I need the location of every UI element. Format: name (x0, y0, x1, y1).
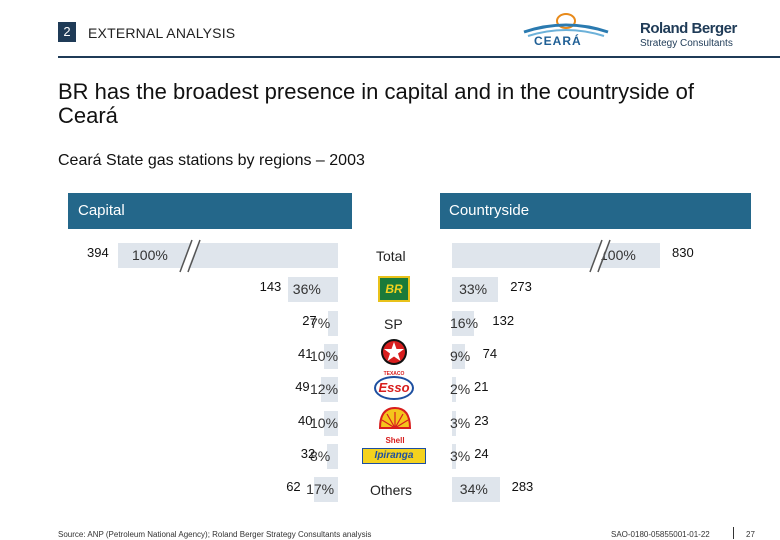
texaco-logo: TEXACO (380, 338, 408, 377)
capital-count-others: 62 (286, 479, 301, 494)
page-number: 27 (746, 530, 755, 539)
capital-bar-ipiranga (326, 444, 338, 469)
countryside-percent-br: 33% (459, 281, 488, 297)
document-code: SAO-0180-05855001-01-22 (611, 530, 710, 539)
capital-percent-total: 100% (132, 247, 168, 263)
countryside-bar-texaco (452, 344, 465, 369)
countryside-bar-sp (452, 311, 475, 336)
countryside-header-label: Countryside (449, 202, 530, 219)
countryside-count-shell: 23 (474, 413, 489, 428)
countryside-percent-texaco: 9% (450, 348, 471, 364)
capital-bar-sp (328, 311, 338, 336)
countryside-bar-total (452, 243, 660, 268)
roland-berger-tagline: Strategy Consultants (640, 38, 733, 49)
countryside-bar-others (452, 477, 500, 502)
ceara-logo: CEARÁ (520, 10, 612, 48)
capital-count-shell: 40 (298, 413, 313, 428)
shell-pecten-icon (378, 406, 412, 429)
countryside-percent-others: 34% (459, 481, 488, 497)
capital-count-texaco: 41 (298, 346, 313, 361)
ceara-sun-icon (523, 13, 609, 37)
source-note: Source: ANP (Petroleum National Agency);… (58, 530, 372, 539)
capital-count-esso: 49 (295, 379, 310, 394)
capital-break-gap (182, 243, 198, 268)
countryside-bar-ipiranga (452, 444, 457, 469)
capital-percent-shell: 10% (310, 415, 339, 431)
capital-count-ipiranga: 32 (300, 446, 316, 461)
capital-bar-shell (324, 411, 338, 436)
countryside-count-sp: 132 (492, 313, 515, 328)
countryside-count-br: 273 (510, 279, 532, 294)
title-divider (58, 56, 780, 58)
countryside-bar-br (452, 277, 499, 302)
texaco-logo-text: TEXACO (383, 371, 405, 377)
countryside-count-total: 830 (672, 245, 694, 260)
shell-logo-text: Shell (385, 436, 405, 445)
capital-count-br: 143 (259, 279, 282, 294)
capital-percent-esso: 12% (310, 381, 339, 397)
countryside-percent-shell: 3% (450, 415, 471, 431)
countryside-bar-esso (452, 377, 456, 402)
esso-logo-text: Esso (378, 380, 410, 395)
capital-percent-texaco: 10% (310, 348, 339, 364)
capital-percent-others: 17% (306, 481, 335, 497)
ipiranga-logo-text: Ipiranga (374, 450, 414, 461)
roland-berger-logo: Roland Berger Strategy Consultants (640, 20, 737, 49)
row-label-total: Total (376, 248, 406, 264)
capital-bar-br (287, 277, 338, 302)
countryside-percent-sp: 16% (450, 315, 479, 331)
capital-percent-ipiranga: 8% (310, 448, 331, 464)
capital-bar-esso (321, 377, 338, 402)
countryside-count-others: 283 (511, 479, 534, 494)
capital-count-sp: 27 (302, 313, 317, 328)
capital-bar-total (118, 243, 338, 268)
roland-berger-name: Roland Berger (640, 20, 737, 37)
row-label-sp: SP (384, 316, 403, 332)
page-title: BR has the broadest presence in capital … (58, 79, 694, 128)
capital-bar-others (314, 477, 338, 502)
countryside-break-mark (589, 239, 603, 273)
countryside-bar-shell (452, 411, 457, 436)
capital-header: Capital (68, 193, 352, 229)
countryside-header: Countryside (440, 193, 751, 229)
footer-divider (733, 527, 734, 539)
countryside-count-esso: 21 (474, 379, 489, 394)
ipiranga-logo: Ipiranga (362, 448, 426, 464)
capital-percent-br: 36% (292, 281, 321, 297)
br-logo: BR (378, 276, 410, 302)
countryside-break-mark-2 (597, 239, 611, 273)
capital-count-total: 394 (87, 245, 109, 260)
br-logo-text: BR (385, 282, 403, 296)
capital-break-mark (179, 239, 193, 273)
shell-logo: Shell (378, 406, 412, 445)
capital-percent-sp: 7% (310, 315, 331, 331)
countryside-count-texaco: 74 (482, 346, 498, 361)
chart-subtitle: Ceará State gas stations by regions – 20… (58, 152, 365, 169)
countryside-break-gap (592, 243, 608, 268)
section-number-badge: 2 (58, 22, 76, 42)
capital-break-mark-2 (187, 239, 201, 273)
countryside-count-ipiranga: 24 (474, 446, 489, 461)
countryside-percent-esso: 2% (450, 381, 471, 397)
ceara-logo-text: CEARÁ (534, 34, 582, 48)
capital-header-label: Capital (78, 202, 125, 219)
section-title: EXTERNAL ANALYSIS (88, 25, 236, 41)
countryside-percent-total: 100% (600, 247, 636, 263)
capital-bar-texaco (324, 344, 338, 369)
texaco-star-icon (381, 339, 407, 365)
esso-logo: Esso (374, 376, 414, 400)
row-label-others: Others (370, 482, 413, 498)
countryside-percent-ipiranga: 3% (450, 448, 471, 464)
